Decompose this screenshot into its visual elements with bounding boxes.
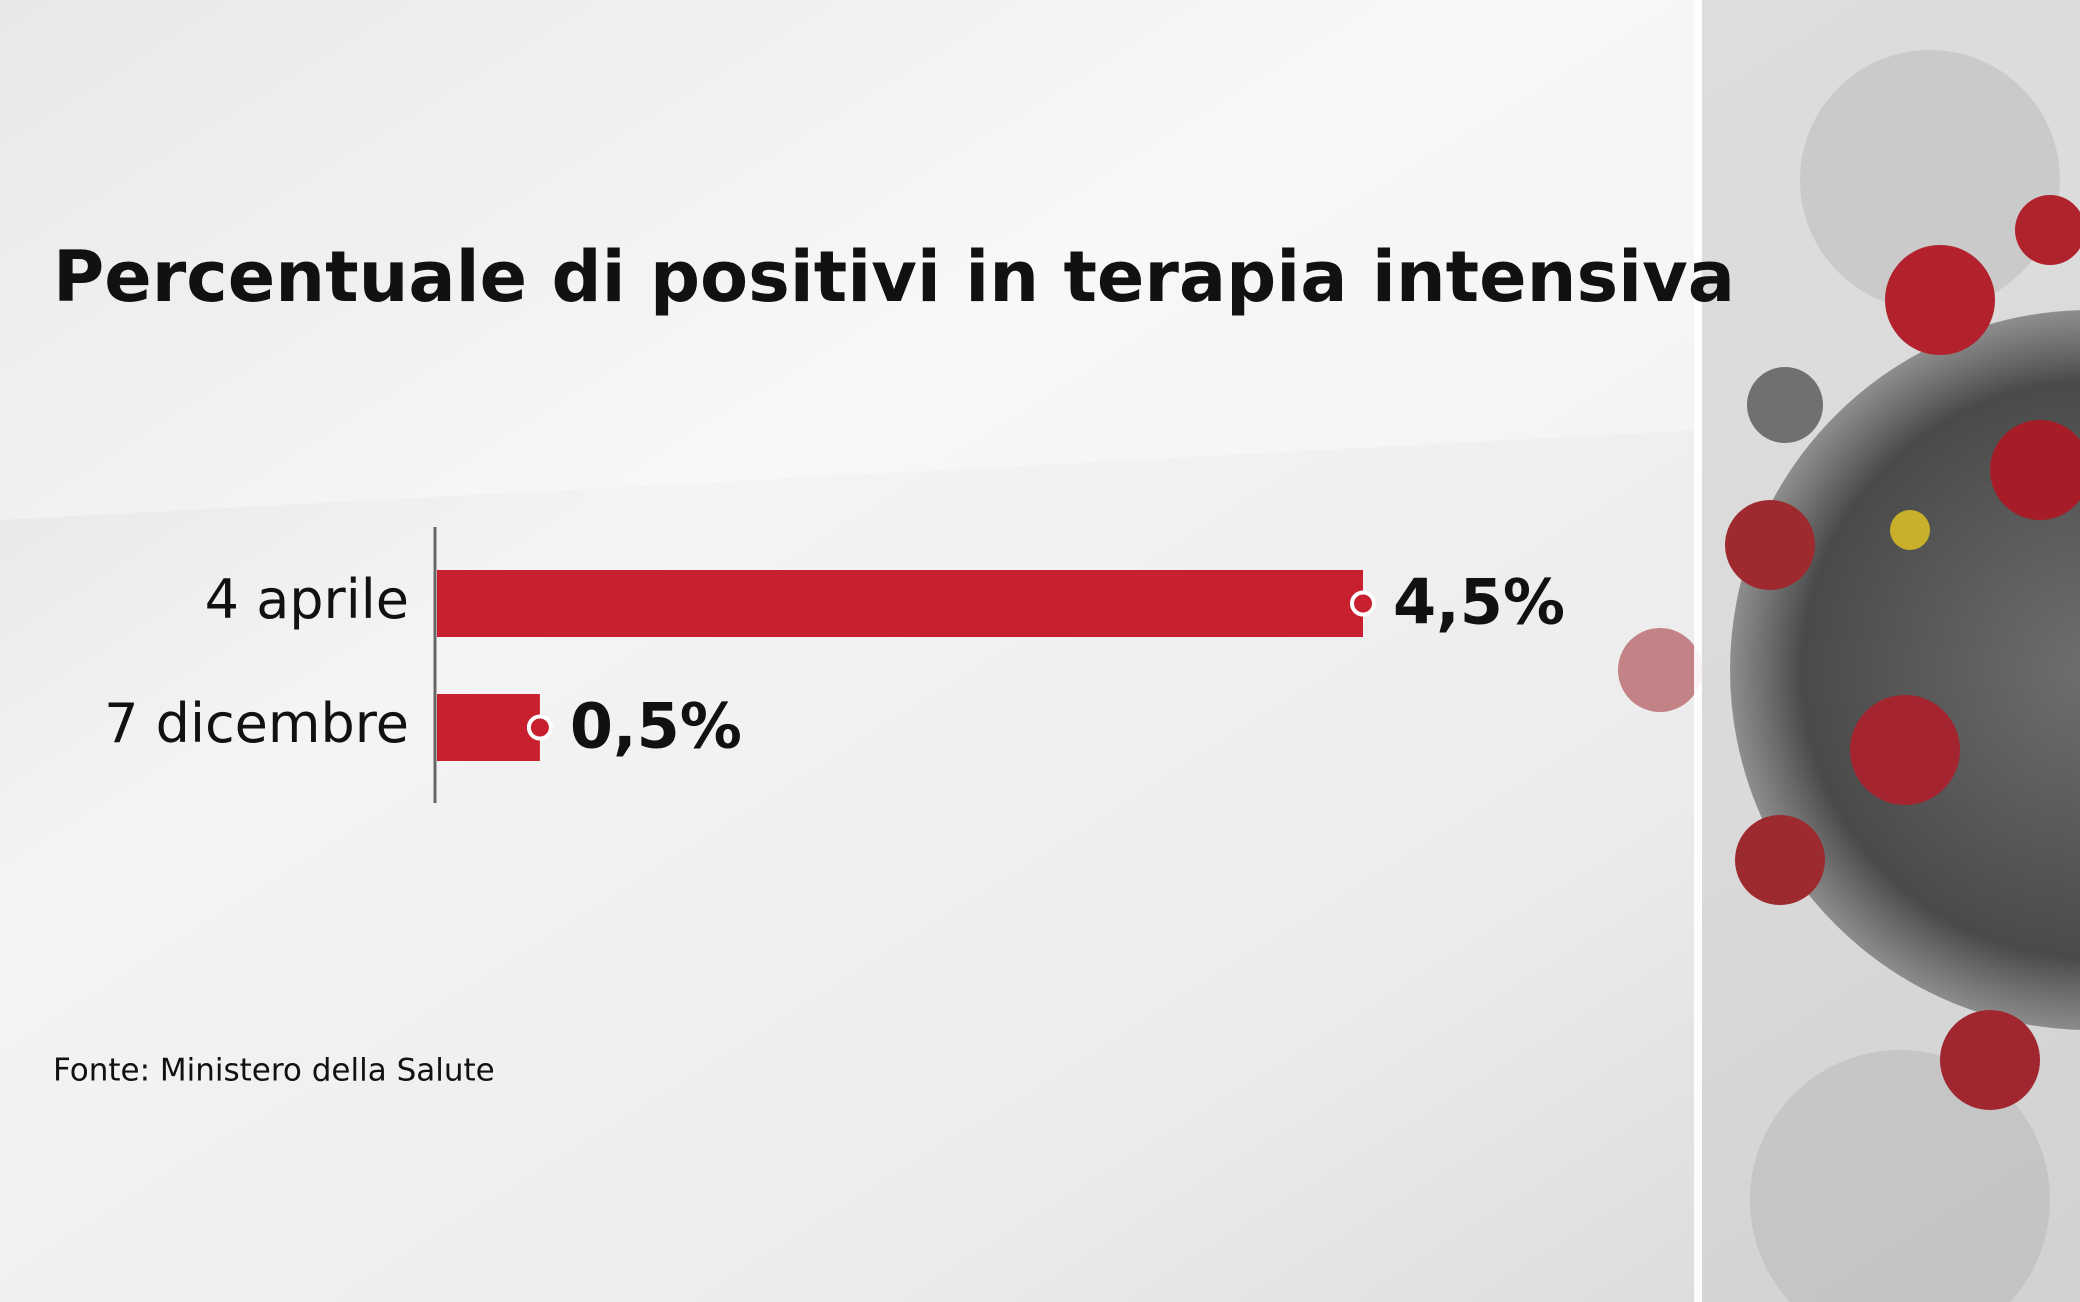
value-label: 0,5% [570, 690, 742, 763]
bar-end-dot [526, 714, 553, 741]
light-band [0, 0, 1700, 520]
chart-title: Percentuale di positivi in terapia inten… [53, 236, 1735, 318]
divider [1694, 0, 1702, 1302]
category-label: 7 dicembre [104, 692, 409, 755]
source: Fonte: Ministero della Salute [53, 1053, 495, 1089]
bar-end-dot [1350, 590, 1376, 617]
value-label: 4,5% [1393, 566, 1565, 639]
bar [437, 570, 1363, 637]
virus-illustration [1618, 0, 2080, 1302]
category-label: 4 aprile [205, 568, 409, 631]
bar [437, 694, 540, 761]
